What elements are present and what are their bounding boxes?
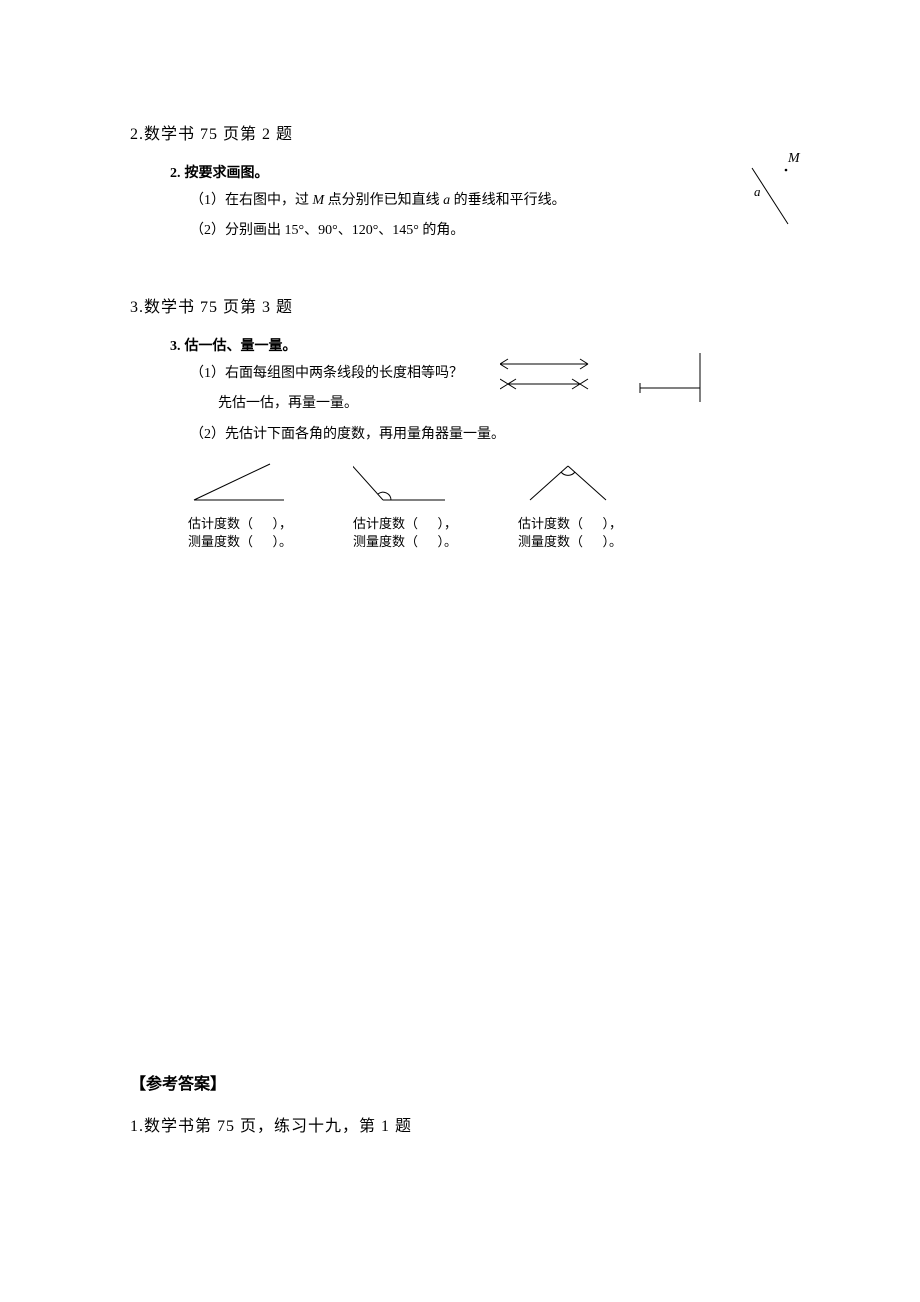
label-close-period: ）。 <box>273 534 293 549</box>
label-close-comma: ）， <box>603 516 623 531</box>
arrowhead-icon <box>580 364 588 369</box>
label-meas: 测量度数（ <box>188 534 253 549</box>
answers-title: 【参考答案】 <box>130 1070 790 1094</box>
problem-2-block: 2. 按要求画图。 （1）在右图中，过 M 点分别作已知直线 a 的垂线和平行线… <box>170 162 790 243</box>
angles-row: 估计度数（ ）， 测量度数（ ）。 估计度数（ ）， 测量度数（ ）。 <box>188 458 790 550</box>
angle-ray <box>530 466 568 500</box>
page-content: 2.数学书 75 页第 2 题 2. 按要求画图。 （1）在右图中，过 M 点分… <box>130 120 790 1136</box>
angle-1-labels: 估计度数（ ）， 测量度数（ ）。 <box>188 515 353 550</box>
section2-title: 2.数学书 75 页第 2 题 <box>130 120 790 144</box>
angle-3-figure <box>518 458 618 506</box>
problem-3-heading: 估一估、量一量。 <box>185 339 297 354</box>
problem-2-line1: （1）在右图中，过 M 点分别作已知直线 a 的垂线和平行线。 <box>190 190 790 212</box>
arrowtail-icon <box>500 379 508 384</box>
arrowhead-icon <box>572 379 580 384</box>
label-meas: 测量度数（ <box>518 534 583 549</box>
problem-2-line2: （2）分别画出 15°、90°、120°、145° 的角。 <box>190 220 790 242</box>
arrowtail-icon <box>580 379 588 384</box>
arrowtail-icon <box>580 384 588 389</box>
label-close-comma: ）， <box>273 516 293 531</box>
label-est: 估计度数（ <box>188 516 253 531</box>
figure-two-segment-groups <box>500 353 740 413</box>
angle-cell-3: 估计度数（ ）， 测量度数（ ）。 <box>518 458 683 550</box>
problem-2-heading: 按要求画图。 <box>185 166 269 181</box>
angle-cell-2: 估计度数（ ）， 测量度数（ ）。 <box>353 458 518 550</box>
angle-cell-1: 估计度数（ ）， 测量度数（ ）。 <box>188 458 353 550</box>
label-close-period: ）。 <box>603 534 623 549</box>
problem-3-line2: （2）先估计下面各角的度数，再用量角器量一量。 <box>190 424 790 446</box>
answers-line-1: 1.数学书第 75 页，练习十九，第 1 题 <box>130 1112 790 1136</box>
label-close-comma: ）， <box>438 516 458 531</box>
angle-ray <box>194 464 270 500</box>
arrowhead-icon <box>580 359 588 364</box>
point-M-dot <box>785 169 788 172</box>
angle-2-labels: 估计度数（ ）， 测量度数（ ）。 <box>353 515 518 550</box>
arrowhead-icon <box>508 379 516 384</box>
p2-l1-post: 的垂线和平行线。 <box>450 193 566 208</box>
angle-3-labels: 估计度数（ ）， 测量度数（ ）。 <box>518 515 683 550</box>
label-a: a <box>754 184 761 199</box>
p2-l1-pre: （1）在右图中，过 <box>190 193 313 208</box>
label-close-period: ）。 <box>438 534 458 549</box>
angle-ray <box>353 462 383 500</box>
angle-ray <box>568 466 606 500</box>
p2-l1-M: M <box>313 193 325 208</box>
problem-3-block: 3. 估一估、量一量。 （1）右面每组图中两条线段的长度相等吗？ 先估一估，再量… <box>170 335 790 550</box>
label-M: M <box>787 152 801 166</box>
problem-3-number: 3. <box>170 339 181 354</box>
angle-1-figure <box>188 458 288 506</box>
angle-arc-icon <box>561 472 575 475</box>
problem-2-number: 2. <box>170 166 181 181</box>
arrowhead-icon <box>572 384 580 389</box>
angle-2-figure <box>353 458 453 506</box>
label-meas: 测量度数（ <box>353 534 418 549</box>
p2-l1-mid: 点分别作已知直线 <box>324 193 443 208</box>
label-est: 估计度数（ <box>518 516 583 531</box>
arrowtail-icon <box>500 384 508 389</box>
arrowhead-icon <box>500 364 508 369</box>
label-est: 估计度数（ <box>353 516 418 531</box>
figure-line-a-with-M: M a <box>730 152 810 232</box>
section3-title: 3.数学书 75 页第 3 题 <box>130 293 790 317</box>
arrowhead-icon <box>508 384 516 389</box>
arrowhead-icon <box>500 359 508 364</box>
